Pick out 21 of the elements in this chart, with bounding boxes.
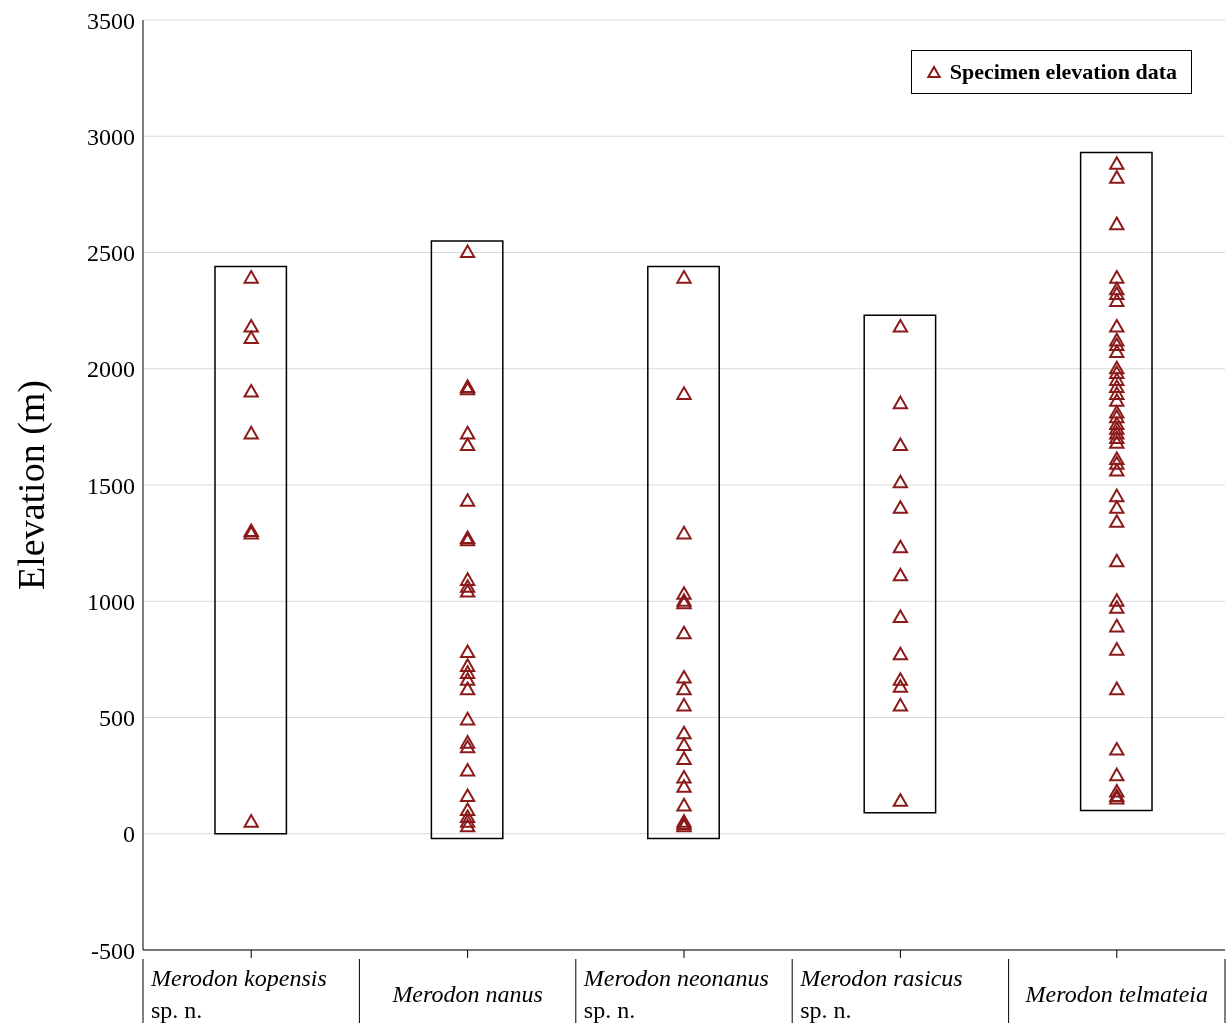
y-axis-title: Elevation (m) [10,380,53,590]
x-tick-label: Merodon nanus [391,981,543,1007]
y-tick-label: 1000 [87,588,135,615]
bar [863,314,937,814]
x-tick-label: Merodon neonanus sp. n. [582,965,769,1023]
y-tick-label: 3500 [87,7,135,34]
y-tick-label: 1500 [87,472,135,499]
y-tick-label: 2000 [87,356,135,383]
x-tick-label: Merodon kopensis sp. n. [150,965,327,1023]
legend-label: Specimen elevation data [949,59,1177,85]
bar [647,265,720,840]
y-tick-label: 3000 [87,123,135,150]
y-tick-label: 500 [99,705,135,732]
x-tick-label: Merodon telmateia [1024,981,1208,1007]
y-tick-label: -500 [91,937,135,964]
bar [214,265,288,835]
bar [430,240,504,840]
bar [1079,151,1153,812]
x-tick-label: Merodon rasicus sp. n. [799,965,963,1023]
y-tick-label: 0 [123,821,135,848]
y-tick-label: 2500 [87,240,135,267]
